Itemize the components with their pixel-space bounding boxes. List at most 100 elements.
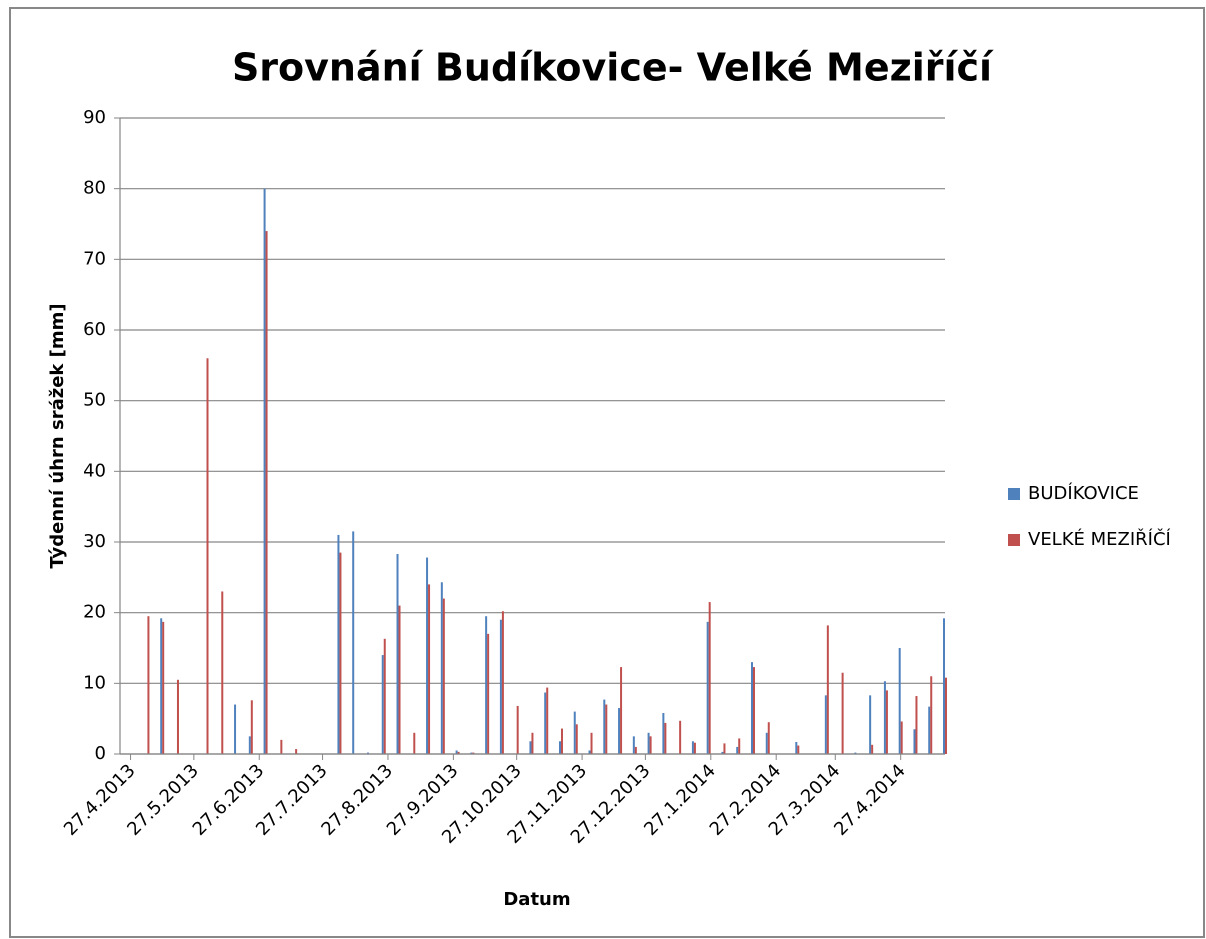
y-tick-label: 90 [83, 107, 106, 128]
y-axis-label: Týdenní úhrn srážek [mm] [47, 303, 68, 568]
y-tick-label: 50 [83, 390, 106, 411]
bar [679, 720, 682, 754]
bar [664, 722, 667, 754]
bar [869, 695, 872, 754]
legend-swatch [1008, 488, 1020, 500]
bar [352, 531, 355, 754]
bar [396, 554, 399, 754]
bar [573, 711, 576, 754]
y-tick-label: 20 [83, 602, 106, 623]
bar [575, 724, 578, 754]
bar [560, 728, 563, 754]
y-tick-label: 80 [83, 178, 106, 199]
bar [265, 231, 268, 755]
chart-frame [9, 7, 1205, 938]
bar [943, 618, 945, 754]
y-tick-label: 0 [95, 743, 106, 764]
bar [871, 744, 874, 754]
bar [900, 721, 903, 754]
bar [337, 534, 340, 754]
bar [752, 667, 755, 754]
bar [206, 358, 209, 754]
bar [501, 611, 504, 754]
bar [795, 741, 798, 754]
bar [750, 662, 753, 754]
bar [263, 188, 266, 754]
bar [736, 746, 739, 754]
bar [826, 625, 829, 754]
bar [913, 729, 916, 754]
y-tick-label: 30 [83, 531, 106, 552]
bar [280, 739, 283, 754]
y-tick-label: 60 [83, 319, 106, 340]
bar [413, 732, 416, 754]
bar [442, 598, 445, 754]
bar [558, 741, 561, 754]
bar [366, 752, 369, 754]
bar [383, 638, 386, 754]
bar [160, 618, 163, 754]
bar [529, 741, 532, 754]
bar [588, 750, 591, 754]
bar [295, 749, 298, 754]
bar [885, 690, 888, 754]
bar [499, 619, 502, 754]
bar [176, 679, 179, 754]
bar [647, 732, 650, 754]
bar [620, 667, 623, 754]
bar [738, 738, 741, 754]
bar [898, 648, 901, 754]
y-tick-label: 70 [83, 248, 106, 269]
bar [649, 736, 652, 754]
bar [883, 681, 886, 754]
bar [470, 752, 473, 754]
bar [632, 736, 635, 754]
bar [662, 713, 665, 754]
y-tick-label: 40 [83, 460, 106, 481]
bar [928, 706, 931, 754]
bar [162, 621, 165, 754]
bar [455, 750, 458, 754]
bar [618, 708, 621, 754]
bar [147, 616, 150, 754]
bar [723, 743, 726, 754]
bar [339, 552, 342, 754]
bar [440, 582, 443, 754]
bar [708, 602, 711, 754]
legend-label: VELKÉ MEZIŘÍČÍ [1028, 528, 1171, 550]
bar [634, 746, 637, 754]
bar [797, 745, 800, 754]
bar [765, 732, 768, 754]
x-axis-label: Datum [503, 889, 570, 910]
bar [767, 722, 770, 754]
bar [221, 591, 224, 754]
bar [841, 672, 844, 754]
bar [706, 621, 709, 754]
bar [426, 557, 429, 754]
bar [457, 751, 460, 754]
bar [603, 699, 606, 754]
bar [915, 696, 918, 754]
bar [250, 700, 253, 754]
bar [531, 732, 534, 754]
bar [945, 677, 947, 754]
bar [693, 742, 696, 754]
legend-swatch [1008, 534, 1020, 546]
bar [854, 752, 857, 754]
bar [234, 704, 237, 754]
bar [691, 741, 694, 754]
y-tick-label: 10 [83, 672, 106, 693]
bar [485, 616, 488, 754]
bar [605, 704, 608, 754]
bar [248, 736, 251, 754]
bar [721, 751, 724, 754]
bar [398, 605, 401, 754]
bar [428, 584, 431, 754]
bar [381, 655, 384, 754]
bar [544, 692, 547, 754]
legend-label: BUDÍKOVICE [1028, 482, 1139, 504]
bar [546, 687, 549, 754]
bar [930, 676, 933, 754]
bar [472, 752, 475, 754]
